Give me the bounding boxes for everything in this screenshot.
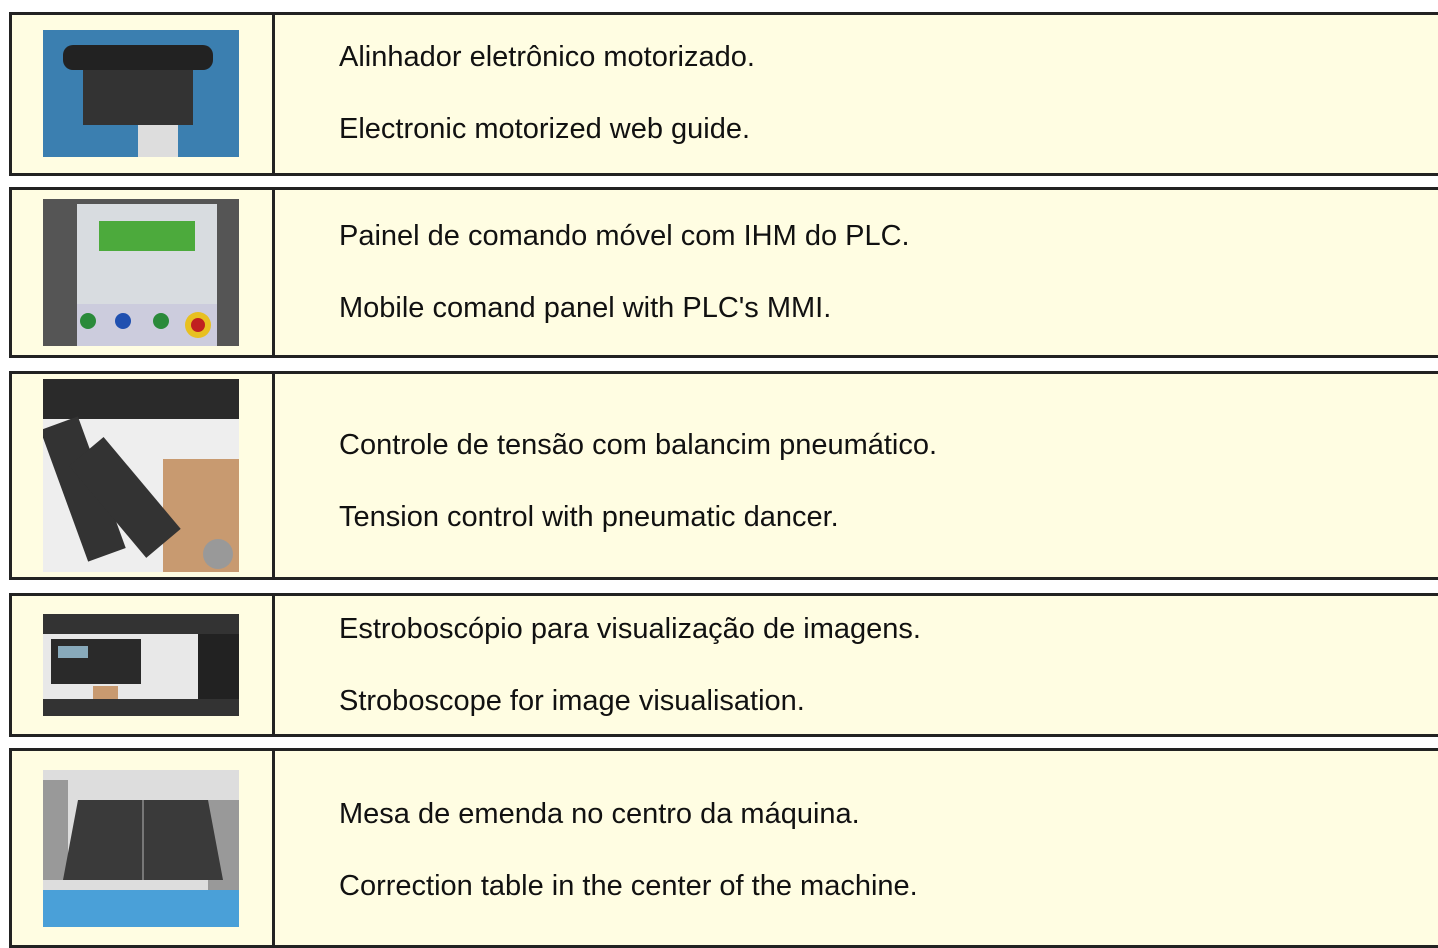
text-pt: Controle de tensão com balancim pneumáti… — [339, 429, 938, 461]
feature-row: Controle de tensão com balancim pneumáti… — [9, 371, 1438, 580]
image-cell — [12, 596, 275, 734]
text-pt: Alinhador eletrônico motorizado. — [339, 41, 755, 73]
text-pt: Estroboscópio para visualização de image… — [339, 613, 921, 645]
text-en: Stroboscope for image visualisation. — [339, 685, 805, 717]
feature-row: Alinhador eletrônico motorizado. Electro… — [9, 12, 1438, 176]
text-en: Mobile comand panel with PLC's MMI. — [339, 292, 832, 324]
text-en: Tension control with pneumatic dancer. — [339, 501, 839, 533]
photo — [43, 30, 239, 157]
photo — [43, 199, 239, 346]
photo — [43, 770, 239, 927]
text-en: Correction table in the center of the ma… — [339, 870, 918, 902]
image-cell — [12, 751, 275, 945]
photo — [43, 379, 239, 572]
image-cell — [12, 190, 275, 355]
text-pt: Painel de comando móvel com IHM do PLC. — [339, 220, 910, 252]
image-cell — [12, 15, 275, 173]
image-cell — [12, 374, 275, 577]
feature-row: Estroboscópio para visualização de image… — [9, 593, 1438, 737]
photo — [43, 614, 239, 716]
feature-row: Mesa de emenda no centro da máquina. Cor… — [9, 748, 1438, 948]
text-pt: Mesa de emenda no centro da máquina. — [339, 798, 860, 830]
feature-row: Painel de comando móvel com IHM do PLC. … — [9, 187, 1438, 358]
text-en: Electronic motorized web guide. — [339, 113, 751, 145]
